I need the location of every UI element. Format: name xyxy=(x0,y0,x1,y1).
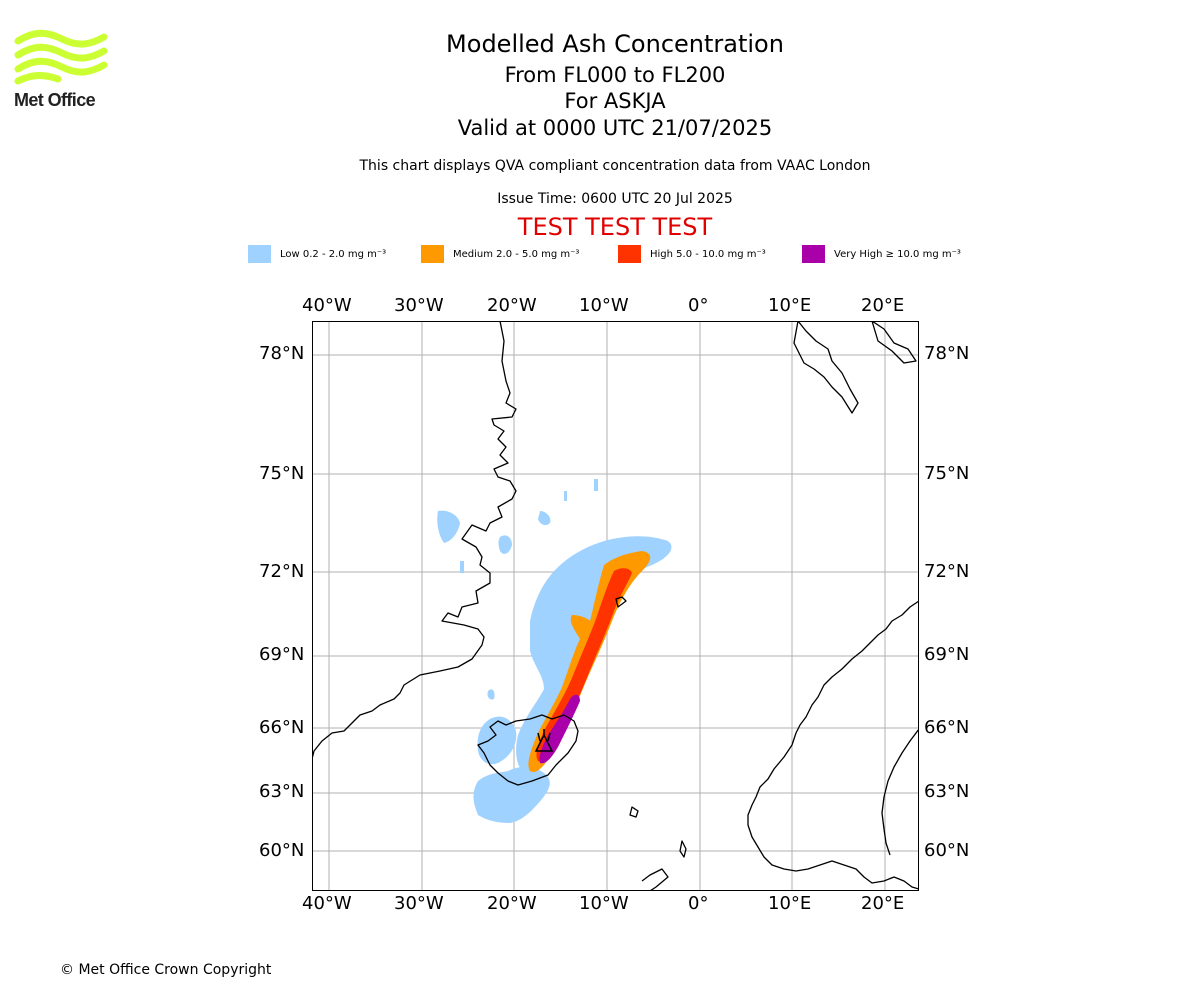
legend-item-very-high: Very High ≥ 10.0 mg m⁻³ xyxy=(802,244,961,264)
legend-item-high: High 5.0 - 10.0 mg m⁻³ xyxy=(618,244,766,264)
lat-label-right: 72°N xyxy=(924,561,970,582)
lon-label-bottom: 20°W xyxy=(487,893,537,914)
lat-label-right: 63°N xyxy=(924,781,970,802)
lat-label-left: 75°N xyxy=(259,463,305,484)
lon-label-top: 30°W xyxy=(394,295,444,316)
ash-map xyxy=(312,321,919,891)
norway-coast xyxy=(747,600,919,890)
legend-label-medium: Medium 2.0 - 5.0 mg m⁻³ xyxy=(453,248,580,260)
qva-description: This chart displays QVA compliant concen… xyxy=(359,158,871,174)
lat-label-right: 75°N xyxy=(924,463,970,484)
shetland-islands xyxy=(679,840,687,858)
lon-label-bottom: 10°E xyxy=(768,893,812,914)
legend-label-very-high: Very High ≥ 10.0 mg m⁻³ xyxy=(834,248,961,260)
lat-label-right: 78°N xyxy=(924,343,970,364)
coastlines xyxy=(312,321,919,891)
valid-time: Valid at 0000 UTC 21/07/2025 xyxy=(457,116,773,140)
lat-label-left: 78°N xyxy=(259,343,305,364)
legend-label-high: High 5.0 - 10.0 mg m⁻³ xyxy=(650,248,766,260)
svalbard-east xyxy=(871,321,917,364)
jan-mayen xyxy=(615,596,627,608)
lon-label-top: 10°E xyxy=(768,295,812,316)
greenland-east-coast xyxy=(312,321,517,760)
lon-label-bottom: 0° xyxy=(688,893,709,914)
ash-high-concentration xyxy=(536,568,632,762)
lat-label-left: 60°N xyxy=(259,840,305,861)
volcano-marker xyxy=(534,729,554,752)
lon-label-bottom: 40°W xyxy=(302,893,352,914)
lon-label-bottom: 20°E xyxy=(861,893,905,914)
copyright-notice: © Met Office Crown Copyright xyxy=(60,962,272,978)
lat-label-right: 69°N xyxy=(924,644,970,665)
lat-label-left: 72°N xyxy=(259,561,305,582)
legend-swatch-high xyxy=(618,245,641,263)
legend-item-low: Low 0.2 - 2.0 mg m⁻³ xyxy=(248,244,386,264)
flight-level-range: From FL000 to FL200 xyxy=(504,63,726,87)
lat-label-left: 66°N xyxy=(259,717,305,738)
lat-label-right: 66°N xyxy=(924,717,970,738)
lat-label-left: 69°N xyxy=(259,644,305,665)
lon-label-top: 20°E xyxy=(861,295,905,316)
scotland-coast xyxy=(641,868,669,891)
lon-label-bottom: 10°W xyxy=(579,893,629,914)
issue-time: Issue Time: 0600 UTC 20 Jul 2025 xyxy=(497,191,733,207)
ash-low-concentration xyxy=(437,479,672,823)
logo-text: Met Office xyxy=(14,90,96,110)
lon-label-top: 10°W xyxy=(579,295,629,316)
lat-label-left: 63°N xyxy=(259,781,305,802)
lon-label-top: 40°W xyxy=(302,295,352,316)
volcano-name: For ASKJA xyxy=(564,89,666,113)
lon-label-bottom: 30°W xyxy=(394,893,444,914)
legend-label-low: Low 0.2 - 2.0 mg m⁻³ xyxy=(280,248,387,260)
legend-swatch-medium xyxy=(421,245,444,263)
chart-title: Modelled Ash Concentration xyxy=(446,30,784,58)
svalbard-coast xyxy=(793,321,859,414)
iceland-coast xyxy=(477,714,579,786)
faroe-islands xyxy=(629,806,639,818)
legend-item-medium: Medium 2.0 - 5.0 mg m⁻³ xyxy=(421,244,579,264)
sweden-coast xyxy=(881,728,919,856)
map-frame xyxy=(312,321,919,891)
test-banner: TEST TEST TEST xyxy=(517,213,713,241)
met-office-logo xyxy=(14,29,108,85)
legend-swatch-very-high xyxy=(802,245,825,263)
lon-label-top: 0° xyxy=(688,295,709,316)
lat-label-right: 60°N xyxy=(924,840,970,861)
legend-swatch-low xyxy=(248,245,271,263)
lon-label-top: 20°W xyxy=(487,295,537,316)
map-gridlines xyxy=(312,321,919,891)
